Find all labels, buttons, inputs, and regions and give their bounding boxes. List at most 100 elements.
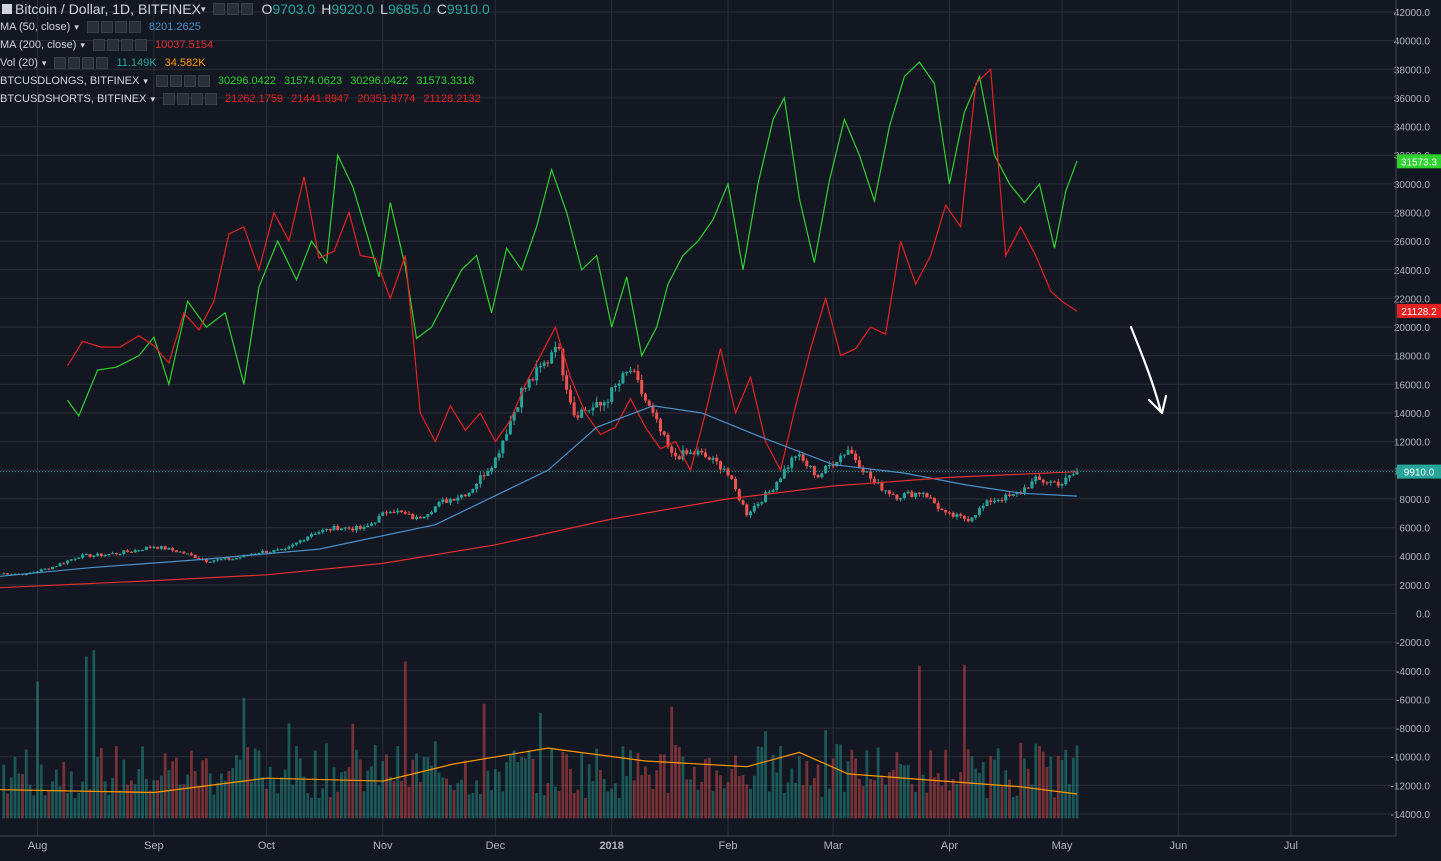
- volume-bar: [902, 765, 906, 819]
- volume-bar: [707, 757, 711, 819]
- volume-bar: [32, 795, 36, 819]
- volume-bar: [407, 786, 411, 819]
- volume-bar: [854, 758, 858, 819]
- volume-bar: [779, 746, 782, 819]
- price-label-box: [1397, 464, 1441, 479]
- volume-bar: [144, 778, 148, 819]
- volume-bar: [355, 749, 358, 819]
- volume-bar: [362, 791, 366, 819]
- volume-bar: [1053, 797, 1056, 819]
- y-tick-label: 14000.0: [1394, 409, 1431, 420]
- candle-body: [673, 452, 677, 457]
- volume-bar: [839, 744, 843, 819]
- volume-bar: [557, 790, 561, 819]
- indicator-row[interactable]: MA (200, close) ▾ 10037.5154: [0, 36, 496, 54]
- volume-bar: [456, 783, 460, 819]
- indicator-controls[interactable]: [92, 39, 147, 51]
- volume-bar: [861, 786, 865, 819]
- indicator-name[interactable]: MA (50, close): [0, 21, 71, 33]
- volume-bar: [921, 774, 925, 819]
- candle-body: [257, 552, 261, 554]
- volume-bar: [790, 768, 794, 819]
- volume-bar: [553, 786, 557, 819]
- candle-body: [756, 503, 760, 506]
- volume-bar: [227, 770, 231, 819]
- candle-body: [298, 540, 302, 543]
- y-tick-label: -2000.0: [1396, 638, 1430, 649]
- volume-bar: [370, 766, 373, 819]
- volume-bar: [595, 748, 599, 819]
- indicator-controls[interactable]: [54, 57, 109, 69]
- indicator-name[interactable]: BTCUSDLONGS, BITFINEX: [0, 75, 140, 87]
- volume-bar: [114, 746, 118, 819]
- candle-body: [54, 566, 58, 568]
- chevron-down-icon[interactable]: ▾: [143, 76, 148, 86]
- y-tick-label: 40000.0: [1394, 37, 1431, 48]
- volume-bar: [430, 765, 433, 819]
- indicator-name[interactable]: Vol (20): [0, 57, 38, 69]
- volume-bar: [159, 775, 163, 819]
- candle-body: [936, 503, 940, 509]
- volume-bar: [786, 782, 790, 819]
- candle-body: [2, 573, 6, 575]
- volume-bar: [13, 756, 17, 819]
- indicator-row[interactable]: Vol (20) ▾ 11.149K 34.582K: [0, 54, 496, 72]
- volume-bar: [745, 784, 749, 819]
- y-tick-label: 2000.0: [1399, 581, 1430, 592]
- volume-bar: [325, 743, 328, 819]
- volume-bar: [651, 789, 655, 819]
- volume-bar: [887, 772, 891, 819]
- candle-body: [523, 387, 527, 389]
- volume-bar: [283, 769, 287, 819]
- volume-bar: [1068, 783, 1071, 819]
- candle-body: [677, 456, 681, 460]
- volume-bar: [978, 773, 981, 819]
- candle-body: [43, 568, 47, 570]
- indicator-row[interactable]: BTCUSDSHORTS, BITFINEX ▾ 21262.1759 21441.8…: [0, 90, 496, 108]
- volume-bar: [39, 764, 43, 819]
- volume-bar: [715, 770, 719, 819]
- arrow-head-icon: [1147, 394, 1168, 415]
- volume-bar: [351, 723, 355, 819]
- ohlc-values: O9703.0 H9920.0 L9685.0 C9910.0: [261, 0, 495, 18]
- symbol-controls[interactable]: [213, 3, 254, 15]
- candle-body: [1049, 481, 1053, 483]
- volume-bar: [441, 777, 445, 819]
- y-tick-label: -10000.0: [1391, 753, 1431, 764]
- candle-body: [944, 510, 948, 513]
- volume-bar: [985, 798, 989, 819]
- symbol-title[interactable]: Bitcoin / Dollar, 1D, BITFINEX: [15, 1, 201, 17]
- volume-bar: [884, 784, 888, 819]
- candle-body: [568, 389, 572, 403]
- chevron-down-icon[interactable]: ▾: [200, 4, 206, 14]
- volume-bar: [711, 790, 715, 819]
- volume-bar: [722, 788, 726, 819]
- indicator-controls[interactable]: [163, 93, 218, 105]
- volume-bar: [910, 784, 914, 819]
- chevron-down-icon[interactable]: ▾: [80, 40, 85, 50]
- symbol-row[interactable]: Bitcoin / Dollar, 1D, BITFINEX ▾ O9703.0…: [0, 0, 496, 18]
- candle-body: [666, 434, 670, 447]
- volume-bar: [298, 758, 302, 819]
- indicator-controls[interactable]: [86, 21, 141, 33]
- ohlc-c: C9910.0: [436, 1, 490, 17]
- indicator-row[interactable]: BTCUSDLONGS, BITFINEX ▾ 30296.0422 31574.06…: [0, 72, 496, 90]
- volume-bar: [306, 793, 310, 819]
- chevron-down-icon[interactable]: ▾: [150, 94, 156, 104]
- indicator-name[interactable]: BTCUSDSHORTS, BITFINEX: [0, 93, 147, 105]
- volume-bar: [865, 750, 869, 819]
- candle-body: [505, 434, 509, 441]
- candle-body: [767, 491, 771, 493]
- candle-body: [279, 548, 283, 550]
- indicator-row[interactable]: MA (50, close) ▾ 8201.2625: [0, 18, 496, 36]
- indicator-name[interactable]: MA (200, close): [0, 39, 77, 51]
- volume-bar: [411, 759, 415, 819]
- candle-body: [625, 371, 629, 374]
- volume-bar: [317, 797, 321, 819]
- chevron-down-icon[interactable]: ▾: [41, 58, 47, 68]
- chevron-down-icon[interactable]: ▾: [74, 22, 79, 32]
- candle-body: [992, 500, 996, 502]
- indicator-controls[interactable]: [155, 75, 210, 87]
- volume-bar: [163, 753, 167, 819]
